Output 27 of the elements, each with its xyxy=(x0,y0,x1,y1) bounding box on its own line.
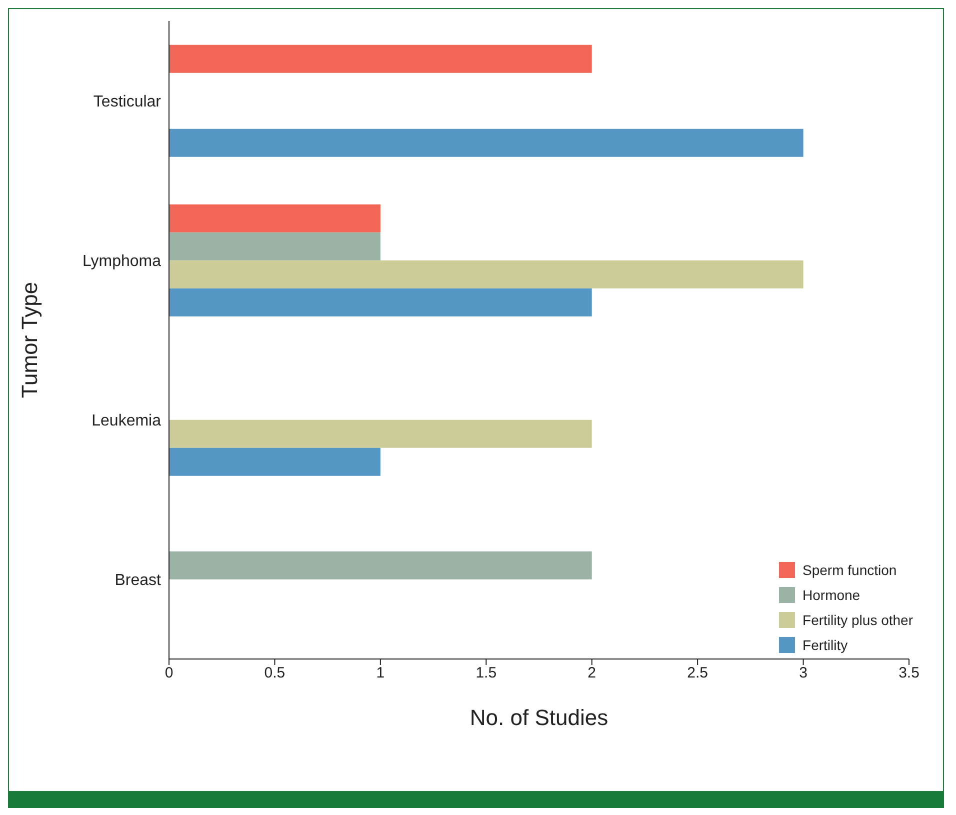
x-tick-label: 3 xyxy=(799,664,808,682)
bar xyxy=(169,288,592,316)
bar xyxy=(169,128,804,157)
legend-label: Fertility plus other xyxy=(802,612,913,628)
bar xyxy=(169,448,380,476)
y-axis-title: Tumor Type xyxy=(16,282,42,398)
y-tick-label: Lymphoma xyxy=(82,252,162,270)
legend-label: Sperm function xyxy=(802,562,897,578)
y-tick-label: Breast xyxy=(114,572,162,589)
bar xyxy=(169,232,380,260)
y-tick-label: Testicular xyxy=(93,93,162,110)
x-tick-label: 1 xyxy=(376,664,385,682)
x-tick-label: 1.5 xyxy=(476,664,497,682)
bar xyxy=(169,420,592,448)
x-tick-label: 0 xyxy=(164,664,174,682)
x-tick-label: 2.5 xyxy=(687,664,708,682)
bar xyxy=(169,260,804,288)
x-tick-label: 0.5 xyxy=(264,664,286,682)
x-tick-label: 2 xyxy=(588,664,596,682)
legend-label: Fertility xyxy=(802,636,848,652)
legend-label: Hormone xyxy=(802,586,860,602)
y-tick-label: Leukemia xyxy=(92,412,162,430)
bar xyxy=(169,551,592,580)
x-axis-title: No. of Studies xyxy=(470,705,608,730)
bar xyxy=(169,44,592,73)
bar xyxy=(169,204,380,232)
x-tick-label: 3.5 xyxy=(898,664,920,682)
